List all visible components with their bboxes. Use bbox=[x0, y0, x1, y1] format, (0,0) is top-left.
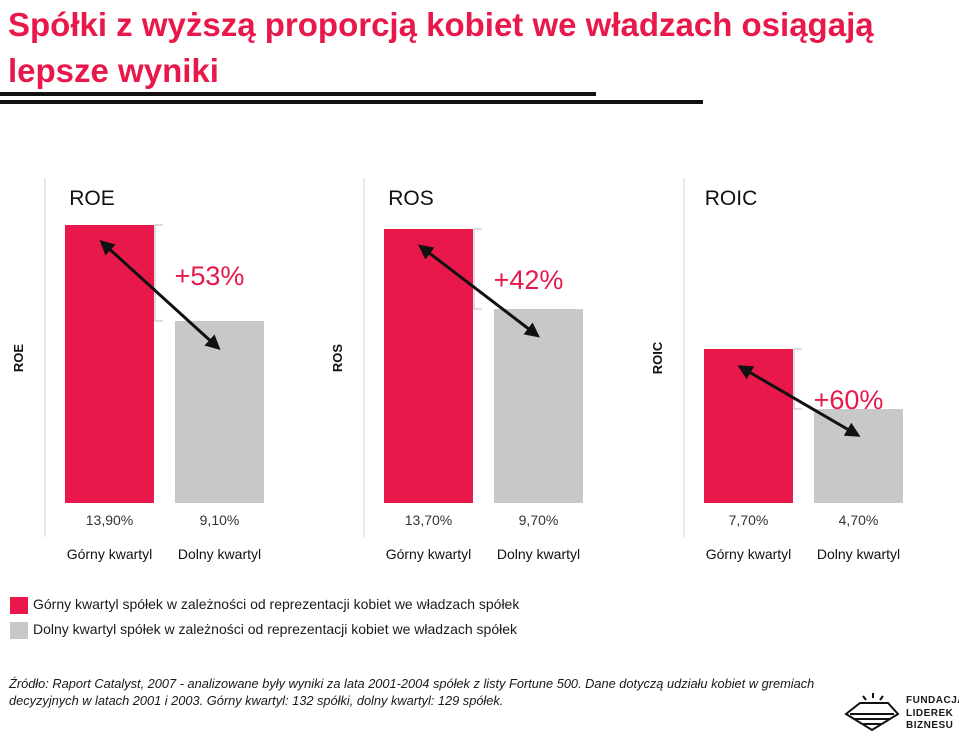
difference-arrow bbox=[418, 244, 540, 338]
value-label: 13,90% bbox=[86, 512, 133, 528]
chart-panel-roe: ROE ROE 13,90% Górny kwartyl 9,10% Dolny kwar… bbox=[11, 178, 264, 562]
difference-label: +53% bbox=[175, 261, 245, 291]
difference-arrow bbox=[99, 239, 221, 351]
category-label: Górny kwartyl bbox=[386, 546, 472, 562]
diamond-logo-icon bbox=[844, 693, 900, 732]
logo-line-2: LIDEREK bbox=[906, 707, 954, 719]
legend-label-bottom: Dolny kwartyl spółek w zależności od rep… bbox=[33, 621, 518, 637]
difference-arrow bbox=[737, 365, 861, 437]
panel-title: ROE bbox=[69, 187, 115, 210]
panel-title: ROIC bbox=[705, 187, 758, 210]
category-label: Górny kwartyl bbox=[67, 546, 153, 562]
logo-text: FUNDACJA LIDEREK BIZNESU bbox=[906, 695, 959, 733]
category-label: Dolny kwartyl bbox=[497, 546, 580, 562]
difference-bracket bbox=[473, 228, 482, 310]
chart-panel-ros: ROS ROS 13,70% Górny kwartyl 9,70% Dolny kwar… bbox=[330, 178, 583, 562]
legend-swatch-bottom bbox=[10, 622, 28, 639]
legend-swatch-top bbox=[10, 597, 28, 614]
y-axis-label: ROIC bbox=[650, 341, 665, 374]
category-label: Dolny kwartyl bbox=[817, 546, 900, 562]
logo-line-1: FUNDACJA bbox=[906, 695, 959, 706]
title-underline-long bbox=[0, 100, 703, 104]
bar-top-quartile bbox=[384, 229, 473, 503]
bar-bottom-quartile bbox=[494, 309, 583, 503]
legend-label-top: Górny kwartyl spółek w zależności od rep… bbox=[33, 596, 520, 612]
difference-label: +60% bbox=[814, 385, 884, 415]
logo-line-3: BIZNESU bbox=[906, 720, 954, 731]
bar-charts: ROE ROE 13,90% Górny kwartyl 9,10% Dolny kwar… bbox=[11, 178, 903, 562]
page-title: Spółki z wyższą proporcją kobiet we wład… bbox=[8, 6, 874, 89]
difference-label: +42% bbox=[494, 265, 564, 295]
category-label: Dolny kwartyl bbox=[178, 546, 261, 562]
value-label: 4,70% bbox=[839, 512, 879, 528]
value-label: 13,70% bbox=[405, 512, 452, 528]
bar-bottom-quartile bbox=[175, 321, 264, 503]
title-underline bbox=[0, 92, 596, 96]
y-axis-label: ROE bbox=[11, 344, 26, 373]
bar-top-quartile bbox=[65, 225, 154, 503]
category-label: Górny kwartyl bbox=[706, 546, 792, 562]
chart-panel-roic: ROIC ROIC 7,70% Górny kwartyl 4,70% Dolny kwa… bbox=[650, 178, 903, 562]
panel-title: ROS bbox=[388, 187, 434, 210]
value-label: 7,70% bbox=[729, 512, 769, 528]
value-label: 9,70% bbox=[519, 512, 559, 528]
difference-bracket bbox=[154, 224, 163, 322]
value-label: 9,10% bbox=[200, 512, 240, 528]
y-axis-label: ROS bbox=[330, 344, 345, 373]
bar-bottom-quartile bbox=[814, 409, 903, 503]
source-note: Źródło: Raport Catalyst, 2007 - analizow… bbox=[9, 676, 815, 708]
